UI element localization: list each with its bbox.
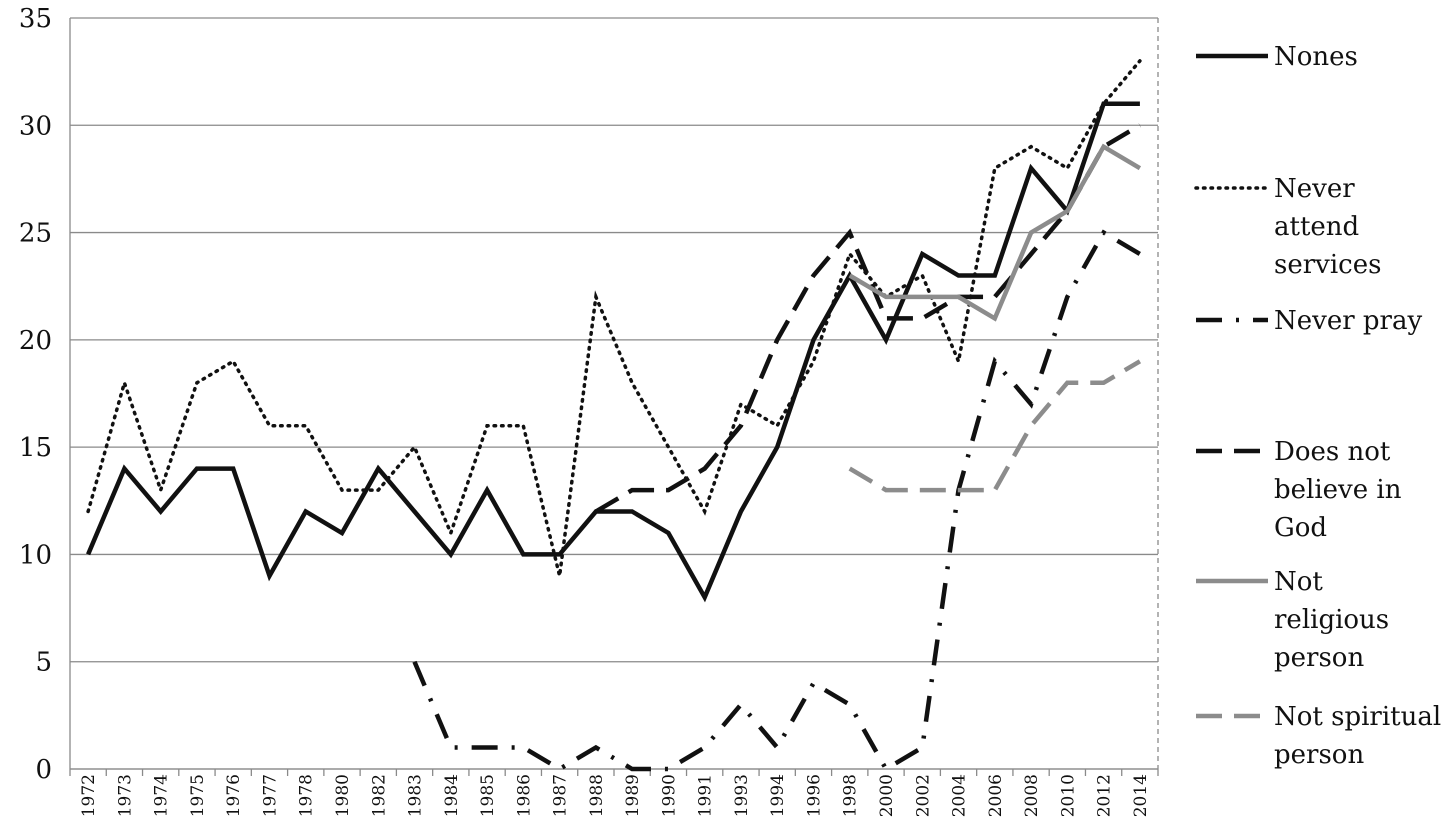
series-line-1 <box>86 59 1142 577</box>
x-tick-label: 1983 <box>406 774 426 817</box>
x-tick-label: 1989 <box>623 774 643 817</box>
x-tick-label: 2004 <box>950 774 970 817</box>
y-tick-label: 20 <box>19 326 52 356</box>
legend-label: Never attend services <box>1274 174 1381 280</box>
x-tick-label: 1988 <box>587 774 607 817</box>
legend: Nones Never attend services Never pray Does n… <box>1194 42 1441 770</box>
x-tick-label: 1975 <box>188 774 208 817</box>
axes <box>69 18 1159 776</box>
x-tick-label: 1977 <box>260 774 280 817</box>
y-tick-label: 15 <box>19 433 52 463</box>
x-tick-label: 1996 <box>804 774 824 817</box>
x-tick-label: 1980 <box>333 774 353 817</box>
x-tick-label: 1982 <box>369 774 389 817</box>
x-tick-label: 2006 <box>986 774 1006 817</box>
y-tick-label: 25 <box>19 219 52 249</box>
x-tick-label: 2010 <box>1058 774 1078 817</box>
x-tick-label: 1987 <box>551 774 571 817</box>
x-tick-label: 2014 <box>1131 774 1151 817</box>
x-tick-label: 2000 <box>877 774 897 817</box>
x-tick-label: 1972 <box>79 774 99 817</box>
y-tick-label: 10 <box>19 540 52 570</box>
series-lines <box>86 59 1142 773</box>
y-tick-label: 5 <box>35 648 52 678</box>
y-axis-tick-labels: 0 5 10 15 20 25 30 35 <box>19 4 52 785</box>
series-line-2 <box>412 229 1142 773</box>
series-line-3 <box>594 123 1142 514</box>
x-tick-label: 1991 <box>696 774 716 817</box>
x-tick-label: 1984 <box>442 774 462 817</box>
legend-label: Nones <box>1274 42 1358 72</box>
series-line-4 <box>848 143 1142 322</box>
y-tick-label: 0 <box>35 755 52 785</box>
legend-item-2: Never pray <box>1196 306 1422 336</box>
y-tick-label: 35 <box>19 4 52 34</box>
y-tick-label: 30 <box>19 111 52 141</box>
legend-label: Never pray <box>1274 306 1422 336</box>
x-tick-label: 1994 <box>768 774 788 817</box>
x-axis-tick-labels: 1972 1973 1974 1975 1976 1977 1978 1980 1982 1983… <box>79 774 1151 817</box>
x-tick-label: 1973 <box>115 774 135 817</box>
legend-item-0: Nones <box>1196 42 1358 72</box>
x-tick-label: 1976 <box>224 774 244 817</box>
x-tick-label: 1998 <box>841 774 861 817</box>
legend-label: Does not believe in God <box>1274 437 1402 543</box>
x-tick-label: 1986 <box>514 774 534 817</box>
x-tick-label: 1978 <box>297 774 317 817</box>
x-tick-label: 1985 <box>478 774 498 817</box>
x-tick-label: 2002 <box>913 774 933 817</box>
x-tick-label: 1974 <box>152 774 172 817</box>
series-line-5 <box>848 359 1142 493</box>
legend-label: Not spiritual person <box>1274 702 1441 770</box>
legend-item-4: Not religious person <box>1196 567 1389 673</box>
x-tick-label: 1993 <box>732 774 752 817</box>
legend-label: Not religious person <box>1274 567 1389 673</box>
legend-item-1: Never attend services <box>1194 174 1381 280</box>
legend-item-3: Does not believe in God <box>1196 437 1402 543</box>
x-tick-label: 1990 <box>659 774 679 817</box>
series-line-0 <box>86 101 1140 603</box>
x-tick-label: 2012 <box>1095 774 1115 817</box>
grid-lines <box>70 17 1158 770</box>
legend-item-5: Not spiritual person <box>1196 702 1441 770</box>
x-tick-label: 2008 <box>1022 774 1042 817</box>
